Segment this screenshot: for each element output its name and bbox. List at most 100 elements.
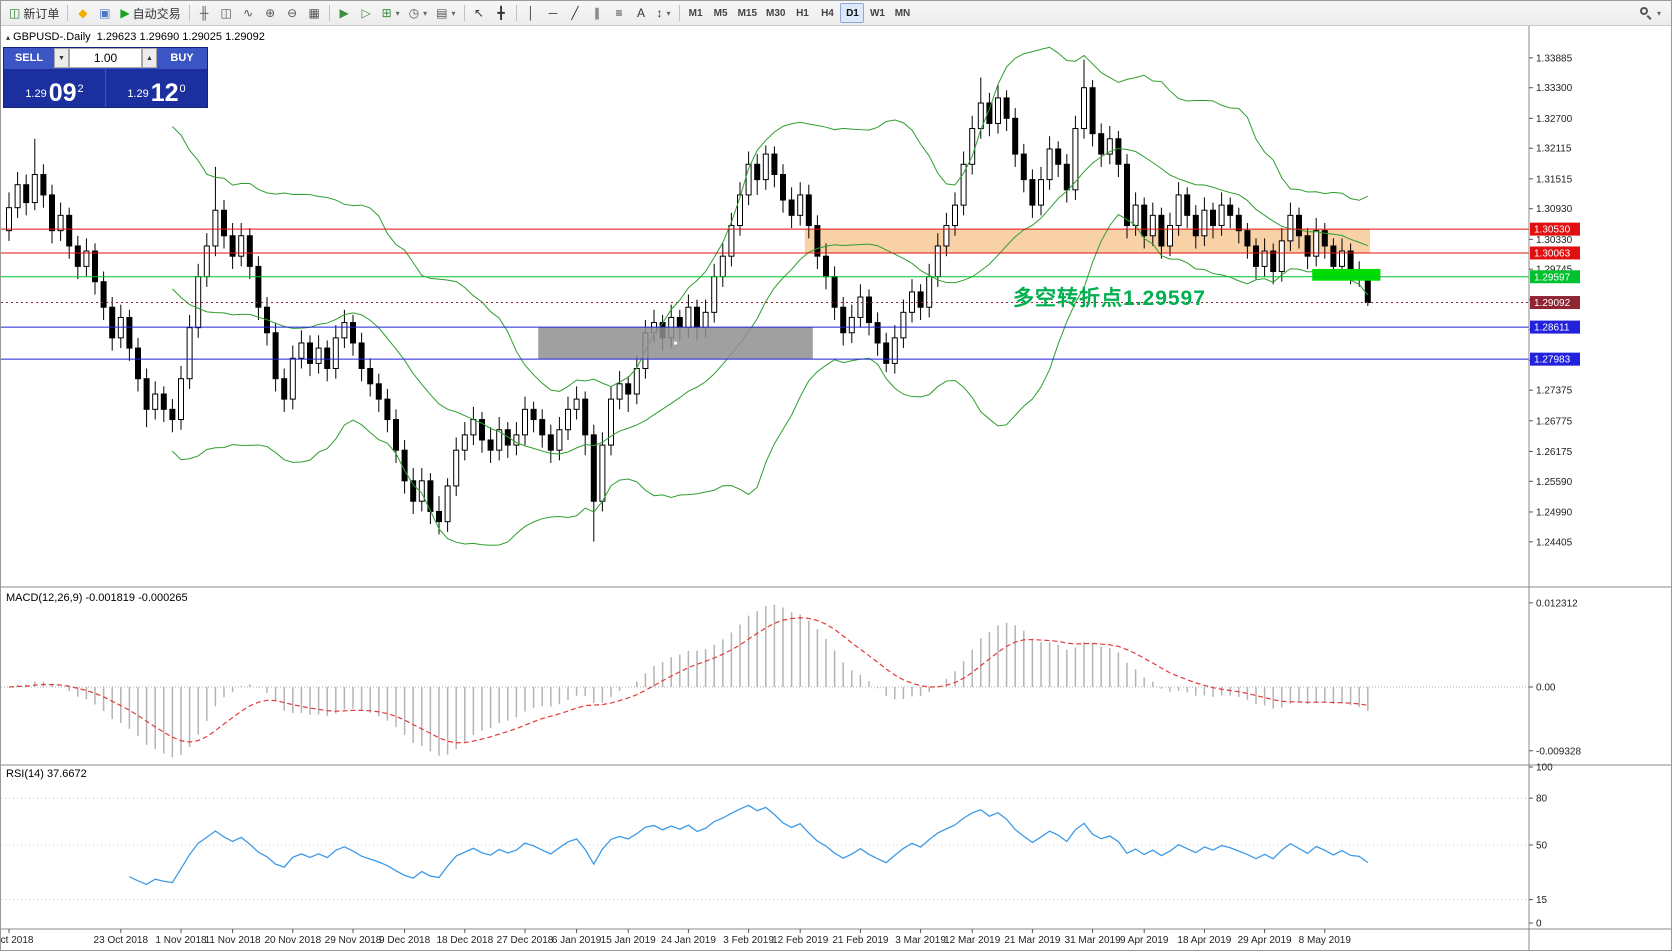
buy-price-panel[interactable]: 1.29 12 0 [106, 69, 207, 107]
price-badge-label: 1.29597 [1534, 272, 1571, 283]
candle-body [728, 225, 735, 257]
candle-body [1132, 204, 1139, 227]
lot-size-input[interactable] [69, 48, 142, 68]
macd-indicator-label: MACD(12,26,9) -0.001819 -0.000265 [6, 592, 188, 604]
text-icon: A [637, 6, 646, 20]
candle-body [1055, 148, 1062, 165]
timeframe-w1-button[interactable]: W1 [869, 7, 885, 19]
zoom-in-icon[interactable]: ⊕ [260, 3, 281, 23]
toolbar-separator [463, 5, 465, 21]
auto-scroll-icon[interactable]: ▶ [334, 3, 355, 23]
cursor-icon[interactable]: ↖ [469, 3, 490, 23]
vertical-line-icon[interactable]: │ [521, 3, 542, 23]
search-icon [1639, 6, 1653, 20]
candle-body [470, 419, 477, 436]
horizontal-line-icon[interactable]: ─ [543, 3, 564, 23]
candle-body [117, 316, 124, 339]
search-button[interactable]: ▾ [1636, 3, 1665, 23]
price-tick-label: 1.32700 [1536, 114, 1573, 125]
supply-zone[interactable] [804, 229, 1371, 253]
periods-dropdown[interactable]: ◷ ▾ [405, 3, 432, 23]
candle-body [754, 163, 761, 181]
candle-body [823, 255, 829, 278]
macd-tick-label: 0.00 [1536, 683, 1556, 694]
toolbar-separator [678, 5, 680, 21]
zoom-out-icon[interactable]: ⊖ [282, 3, 303, 23]
sell-price-pipette: 2 [77, 83, 84, 95]
timeframe-m30-button[interactable]: M30 [766, 7, 786, 19]
candle-body [109, 306, 116, 339]
bollinger-middle-band[interactable] [172, 147, 1368, 455]
candle-body [1253, 245, 1259, 267]
buy-button[interactable]: BUY [157, 48, 207, 68]
candle-body [289, 357, 296, 400]
data-window-icon[interactable]: ▣ [94, 3, 115, 23]
metaquotes-icon: ◆ [78, 6, 88, 20]
macd-histogram [16, 604, 1369, 758]
date-label: 9 Apr 2019 [1120, 935, 1169, 946]
autotrade-button[interactable]: ▶ 自动交易 [116, 3, 184, 23]
candle-body [31, 173, 38, 204]
metaquotes-icon[interactable]: ◆ [72, 3, 93, 23]
chart-shift-icon[interactable]: ▷ [356, 3, 377, 23]
date-label: 9 Dec 2018 [379, 935, 431, 946]
candle-body [539, 419, 546, 436]
candle-body [186, 327, 193, 380]
candle-body [565, 408, 571, 431]
templates-dropdown[interactable]: ▤ ▾ [432, 3, 459, 23]
crosshair-icon[interactable]: ╋ [491, 3, 512, 23]
equidistant-channel-icon[interactable]: ∥ [587, 3, 608, 23]
candle-body [1304, 235, 1311, 257]
sell-button[interactable]: SELL [4, 48, 54, 68]
timeframe-m15-button[interactable]: M15 [737, 7, 758, 19]
candle-body [582, 398, 589, 436]
candle-body [315, 347, 322, 364]
rsi-tick-label: 100 [1536, 763, 1553, 774]
candlestick-chart-icon[interactable]: ◫ [216, 3, 237, 23]
timeframe-mn-button[interactable]: MN [894, 7, 911, 19]
timeframe-m1-button[interactable]: M1 [688, 7, 703, 19]
candle-body [969, 128, 976, 165]
candle-body [590, 434, 597, 502]
arrows-dropdown[interactable]: ↕ ▾ [653, 3, 675, 23]
trendline-icon[interactable]: ╱ [565, 3, 586, 23]
candle-body [212, 209, 219, 247]
candle-body [367, 367, 374, 385]
candle-body [1106, 138, 1113, 155]
date-label: 20 Nov 2018 [264, 935, 321, 946]
bar-chart-icon[interactable]: ╫ [194, 3, 215, 23]
bollinger-lower-band[interactable] [172, 213, 1369, 546]
rsi-indicator-label: RSI(14) 37.6672 [6, 768, 87, 780]
price-tick-label: 1.33300 [1536, 83, 1573, 94]
timeframe-d1-button[interactable]: D1 [840, 3, 865, 23]
timeframe-h1-button[interactable]: H1 [796, 7, 809, 19]
lot-increase-button[interactable]: ▲ [142, 48, 157, 68]
lot-decrease-button[interactable]: ▼ [54, 48, 69, 68]
text-icon[interactable]: A [631, 3, 652, 23]
candle-body [1003, 97, 1010, 119]
date-label: 4 Oct 2018 [1, 935, 34, 946]
candle-body [307, 342, 313, 364]
candle-body [1167, 225, 1173, 247]
price-badge [1530, 246, 1580, 260]
timeframe-h4-button[interactable]: H4 [821, 7, 834, 19]
date-label: 18 Apr 2019 [1177, 935, 1231, 946]
date-label: 3 Feb 2019 [723, 935, 774, 946]
candle-body [92, 250, 98, 283]
pivot-highlight-zone[interactable] [1312, 268, 1381, 281]
chart-canvas[interactable]: 1.33885 1.33300 1.32700 1.32115 1.31515 1.309… [1, 26, 1672, 951]
bollinger-upper-band[interactable] [172, 46, 1369, 393]
tile-windows-icon[interactable]: ▦ [304, 3, 325, 23]
timeframe-m5-button[interactable]: M5 [713, 7, 728, 19]
sell-price-panel[interactable]: 1.29 09 2 [4, 69, 105, 107]
candle-body [917, 291, 924, 308]
candle-body [246, 235, 253, 267]
line-chart-icon[interactable]: ∿ [238, 3, 259, 23]
price-badge-label: 1.29092 [1534, 298, 1571, 309]
new-order-button[interactable]: ◫ 新订单 [5, 3, 63, 23]
expand-arrow-icon[interactable]: ▴ [6, 33, 11, 42]
fibonacci-icon[interactable]: ≡ [609, 3, 630, 23]
candle-body [530, 408, 537, 421]
indicators-dropdown[interactable]: ⊞ ▾ [378, 3, 404, 23]
